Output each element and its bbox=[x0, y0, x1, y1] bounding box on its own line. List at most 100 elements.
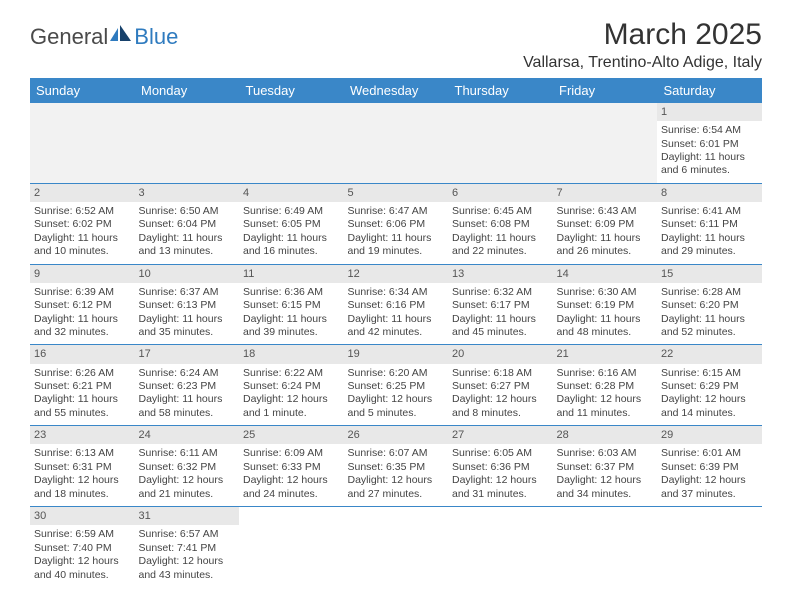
day-number: 14 bbox=[553, 265, 658, 283]
sunrise-text: Sunrise: 6:57 AM bbox=[139, 528, 236, 541]
daylight-text: Daylight: 11 hours and 39 minutes. bbox=[243, 313, 340, 340]
day-number: 29 bbox=[657, 426, 762, 444]
daylight-text: Daylight: 11 hours and 35 minutes. bbox=[139, 313, 236, 340]
day-number: 24 bbox=[135, 426, 240, 444]
daylight-text: Daylight: 11 hours and 6 minutes. bbox=[661, 151, 758, 178]
daylight-text: Daylight: 11 hours and 32 minutes. bbox=[34, 313, 131, 340]
daylight-text: Daylight: 12 hours and 5 minutes. bbox=[348, 393, 445, 420]
daylight-text: Daylight: 12 hours and 8 minutes. bbox=[452, 393, 549, 420]
sunrise-text: Sunrise: 6:54 AM bbox=[661, 124, 758, 137]
sunset-text: Sunset: 6:01 PM bbox=[661, 138, 758, 151]
day-number: 31 bbox=[135, 507, 240, 525]
sunset-text: Sunset: 6:15 PM bbox=[243, 299, 340, 312]
sunrise-text: Sunrise: 6:59 AM bbox=[34, 528, 131, 541]
sunset-text: Sunset: 6:19 PM bbox=[557, 299, 654, 312]
sunrise-text: Sunrise: 6:49 AM bbox=[243, 205, 340, 218]
daylight-text: Daylight: 12 hours and 34 minutes. bbox=[557, 474, 654, 501]
sunset-text: Sunset: 6:25 PM bbox=[348, 380, 445, 393]
day-number: 28 bbox=[553, 426, 658, 444]
calendar-cell: 31Sunrise: 6:57 AMSunset: 7:41 PMDayligh… bbox=[135, 507, 240, 587]
day-number: 13 bbox=[448, 265, 553, 283]
sunset-text: Sunset: 6:27 PM bbox=[452, 380, 549, 393]
calendar-cell: 8Sunrise: 6:41 AMSunset: 6:11 PMDaylight… bbox=[657, 183, 762, 264]
calendar-cell: 24Sunrise: 6:11 AMSunset: 6:32 PMDayligh… bbox=[135, 426, 240, 507]
calendar-cell bbox=[553, 507, 658, 587]
daylight-text: Daylight: 11 hours and 48 minutes. bbox=[557, 313, 654, 340]
day-number: 25 bbox=[239, 426, 344, 444]
daylight-text: Daylight: 11 hours and 55 minutes. bbox=[34, 393, 131, 420]
day-number: 27 bbox=[448, 426, 553, 444]
sunrise-text: Sunrise: 6:45 AM bbox=[452, 205, 549, 218]
daylight-text: Daylight: 12 hours and 40 minutes. bbox=[34, 555, 131, 582]
sunset-text: Sunset: 6:36 PM bbox=[452, 461, 549, 474]
day-number: 9 bbox=[30, 265, 135, 283]
sunset-text: Sunset: 6:28 PM bbox=[557, 380, 654, 393]
daylight-text: Daylight: 12 hours and 43 minutes. bbox=[139, 555, 236, 582]
calendar-cell bbox=[448, 507, 553, 587]
sunset-text: Sunset: 6:29 PM bbox=[661, 380, 758, 393]
sunrise-text: Sunrise: 6:32 AM bbox=[452, 286, 549, 299]
weekday-header: Sunday bbox=[30, 78, 135, 103]
day-number: 5 bbox=[344, 184, 449, 202]
brand-part2: Blue bbox=[134, 24, 178, 50]
sunrise-text: Sunrise: 6:26 AM bbox=[34, 367, 131, 380]
calendar-cell: 21Sunrise: 6:16 AMSunset: 6:28 PMDayligh… bbox=[553, 345, 658, 426]
day-number: 12 bbox=[344, 265, 449, 283]
calendar-cell: 6Sunrise: 6:45 AMSunset: 6:08 PMDaylight… bbox=[448, 183, 553, 264]
weekday-header: Saturday bbox=[657, 78, 762, 103]
sunrise-text: Sunrise: 6:13 AM bbox=[34, 447, 131, 460]
calendar-head: SundayMondayTuesdayWednesdayThursdayFrid… bbox=[30, 78, 762, 103]
sunrise-text: Sunrise: 6:34 AM bbox=[348, 286, 445, 299]
calendar-cell: 27 Sunrise: 6:05 AMSunset: 6:36 PMDayligh… bbox=[448, 426, 553, 507]
brand-logo: General Blue bbox=[30, 18, 178, 50]
sunrise-text: Sunrise: 6:05 AM bbox=[452, 447, 549, 460]
day-number: 2 bbox=[30, 184, 135, 202]
calendar-cell: 2Sunrise: 6:52 AMSunset: 6:02 PMDaylight… bbox=[30, 183, 135, 264]
sunset-text: Sunset: 7:40 PM bbox=[34, 542, 131, 555]
calendar-cell: 29Sunrise: 6:01 AMSunset: 6:39 PMDayligh… bbox=[657, 426, 762, 507]
daylight-text: Daylight: 12 hours and 31 minutes. bbox=[452, 474, 549, 501]
calendar-cell bbox=[344, 507, 449, 587]
day-number: 20 bbox=[448, 345, 553, 363]
sunrise-text: Sunrise: 6:18 AM bbox=[452, 367, 549, 380]
daylight-text: Daylight: 12 hours and 1 minute. bbox=[243, 393, 340, 420]
sunset-text: Sunset: 6:16 PM bbox=[348, 299, 445, 312]
day-number: 1 bbox=[657, 103, 762, 121]
weekday-header: Thursday bbox=[448, 78, 553, 103]
sunset-text: Sunset: 6:06 PM bbox=[348, 218, 445, 231]
sunrise-text: Sunrise: 6:01 AM bbox=[661, 447, 758, 460]
daylight-text: Daylight: 11 hours and 42 minutes. bbox=[348, 313, 445, 340]
calendar-cell: 28Sunrise: 6:03 AMSunset: 6:37 PMDayligh… bbox=[553, 426, 658, 507]
calendar-cell: 18Sunrise: 6:22 AMSunset: 6:24 PMDayligh… bbox=[239, 345, 344, 426]
calendar-cell: 11Sunrise: 6:36 AMSunset: 6:15 PMDayligh… bbox=[239, 264, 344, 345]
day-number: 11 bbox=[239, 265, 344, 283]
calendar-cell: 20 Sunrise: 6:18 AMSunset: 6:27 PMDayligh… bbox=[448, 345, 553, 426]
calendar-cell: 26Sunrise: 6:07 AMSunset: 6:35 PMDayligh… bbox=[344, 426, 449, 507]
calendar-cell: 25Sunrise: 6:09 AMSunset: 6:33 PMDayligh… bbox=[239, 426, 344, 507]
day-number: 26 bbox=[344, 426, 449, 444]
calendar-cell: 23Sunrise: 6:13 AMSunset: 6:31 PMDayligh… bbox=[30, 426, 135, 507]
calendar-cell bbox=[239, 103, 344, 183]
sunrise-text: Sunrise: 6:07 AM bbox=[348, 447, 445, 460]
day-number: 8 bbox=[657, 184, 762, 202]
logo-sail-icon bbox=[110, 22, 132, 48]
sunrise-text: Sunrise: 6:47 AM bbox=[348, 205, 445, 218]
calendar-cell: 22Sunrise: 6:15 AMSunset: 6:29 PMDayligh… bbox=[657, 345, 762, 426]
sunrise-text: Sunrise: 6:11 AM bbox=[139, 447, 236, 460]
sunset-text: Sunset: 6:02 PM bbox=[34, 218, 131, 231]
day-number: 10 bbox=[135, 265, 240, 283]
sunrise-text: Sunrise: 6:50 AM bbox=[139, 205, 236, 218]
day-number: 23 bbox=[30, 426, 135, 444]
daylight-text: Daylight: 11 hours and 45 minutes. bbox=[452, 313, 549, 340]
sunrise-text: Sunrise: 6:28 AM bbox=[661, 286, 758, 299]
calendar-body: 1Sunrise: 6:54 AMSunset: 6:01 PMDaylight… bbox=[30, 103, 762, 587]
sunset-text: Sunset: 6:09 PM bbox=[557, 218, 654, 231]
weekday-header: Monday bbox=[135, 78, 240, 103]
calendar-cell bbox=[135, 103, 240, 183]
calendar-cell: 7Sunrise: 6:43 AMSunset: 6:09 PMDaylight… bbox=[553, 183, 658, 264]
sunrise-text: Sunrise: 6:16 AM bbox=[557, 367, 654, 380]
calendar-cell: 13Sunrise: 6:32 AMSunset: 6:17 PMDayligh… bbox=[448, 264, 553, 345]
calendar-cell bbox=[553, 103, 658, 183]
sunrise-text: Sunrise: 6:37 AM bbox=[139, 286, 236, 299]
page-header: General Blue March 2025 Vallarsa, Trenti… bbox=[30, 18, 762, 72]
